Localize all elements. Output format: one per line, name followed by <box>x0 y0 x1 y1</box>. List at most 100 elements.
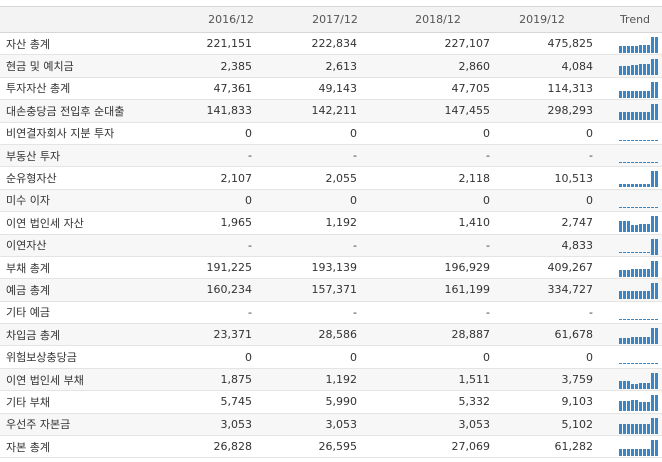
row-value: 3,053 <box>220 417 253 431</box>
trend-empty-mark <box>639 139 642 141</box>
trend-bar <box>647 268 650 277</box>
trend-sparkline <box>618 35 658 53</box>
row-value: 27,069 <box>451 440 491 454</box>
row-value: 142,211 <box>311 104 358 118</box>
trend-bar <box>643 112 646 121</box>
trend-bar <box>631 65 634 76</box>
row-value: 2,747 <box>561 216 594 230</box>
trend-bar <box>651 81 654 98</box>
row-value: 2,118 <box>458 171 491 185</box>
trend-bar <box>627 401 630 412</box>
trend-bar <box>651 440 654 457</box>
row-label: 부채 총계 <box>6 261 50 275</box>
row-value: 28,887 <box>451 328 491 342</box>
row-value: 1,875 <box>220 373 253 387</box>
row-value: 10,513 <box>554 171 594 185</box>
trend-empty-mark <box>647 139 650 141</box>
row-value: 334,727 <box>547 283 594 297</box>
table-row: 비연결자회사 지분 투자 0 0 0 0 <box>0 123 662 145</box>
row-label: 예금 총계 <box>6 283 50 297</box>
trend-bar <box>655 260 658 277</box>
row-value: 1,410 <box>458 216 491 230</box>
trend-bar <box>639 64 642 76</box>
trend-bar <box>639 423 642 434</box>
row-value: 47,361 <box>213 81 253 95</box>
trend-bar <box>627 291 630 300</box>
trend-sparkline <box>618 326 658 345</box>
row-value: 298,293 <box>547 104 594 118</box>
trend-sparkline <box>618 192 658 210</box>
row-value: 147,455 <box>444 104 491 118</box>
trend-bar <box>635 112 638 121</box>
trend-bar <box>627 66 630 76</box>
row-value: 1,511 <box>458 373 491 387</box>
row-value: 0 <box>586 193 593 207</box>
trend-bar <box>647 112 650 121</box>
row-value: - <box>248 149 252 163</box>
trend-sparkline <box>618 169 658 188</box>
row-label: 비연결자회사 지분 투자 <box>6 127 115 141</box>
row-label: 기타 예금 <box>6 306 50 320</box>
trend-bar <box>655 171 658 188</box>
trend-bar <box>647 291 650 300</box>
trend-bar <box>655 59 658 76</box>
trend-bar <box>619 269 622 277</box>
trend-bar <box>651 417 654 434</box>
trend-bar <box>623 90 626 98</box>
trend-bar <box>631 400 634 412</box>
trend-bar <box>631 184 634 188</box>
trend-empty-mark <box>635 161 638 163</box>
trend-empty-mark <box>647 206 650 208</box>
trend-sparkline <box>618 259 658 277</box>
trend-empty-mark <box>651 161 654 163</box>
trend-bar <box>647 224 650 233</box>
header-col-2019: 2019/12 <box>519 13 565 26</box>
trend-bar <box>639 449 642 457</box>
trend-bar <box>619 90 622 98</box>
row-value: 26,595 <box>318 440 358 454</box>
trend-bar <box>639 112 642 121</box>
trend-sparkline <box>618 348 658 366</box>
financial-table: 2016/12 2017/12 2018/12 2019/12 Trend 자산… <box>0 6 662 459</box>
trend-bar <box>655 238 658 255</box>
trend-bar <box>639 382 642 389</box>
trend-empty-mark <box>651 206 654 208</box>
trend-bar <box>631 337 634 345</box>
trend-sparkline <box>618 281 658 300</box>
trend-bar <box>619 423 622 434</box>
trend-bar <box>651 238 654 255</box>
trend-bar <box>643 90 646 98</box>
table-row: 차입금 총계 23,371 28,586 28,887 61,678 <box>0 324 662 347</box>
trend-empty-mark <box>655 318 658 320</box>
trend-bar <box>647 382 650 389</box>
row-value: 2,385 <box>220 59 253 73</box>
trend-bar <box>631 112 634 121</box>
trend-sparkline <box>618 57 658 76</box>
trend-bar <box>643 402 646 412</box>
row-label: 자본 총계 <box>6 440 50 454</box>
trend-bar <box>651 328 654 345</box>
trend-bar <box>623 66 626 76</box>
row-value: 196,929 <box>444 261 491 275</box>
trend-bar <box>655 216 658 233</box>
row-label: 자산 총계 <box>6 37 50 51</box>
trend-sparkline <box>618 237 658 255</box>
row-value: 5,990 <box>325 395 358 409</box>
trend-bar <box>631 383 634 389</box>
trend-bar <box>643 291 646 300</box>
row-value: 160,234 <box>206 283 253 297</box>
trend-bar <box>623 423 626 434</box>
trend-bar <box>623 291 626 300</box>
trend-bar <box>635 383 638 389</box>
trend-sparkline <box>618 147 658 165</box>
trend-sparkline <box>618 125 658 143</box>
trend-bar <box>631 268 634 277</box>
trend-bar <box>655 104 658 121</box>
row-label: 차입금 총계 <box>6 328 61 342</box>
trend-empty-mark <box>639 161 642 163</box>
trend-bar <box>643 449 646 457</box>
row-value: 221,151 <box>206 37 253 51</box>
trend-empty-mark <box>651 139 654 141</box>
trend-bar <box>631 46 634 53</box>
row-label: 이연자산 <box>6 239 47 253</box>
